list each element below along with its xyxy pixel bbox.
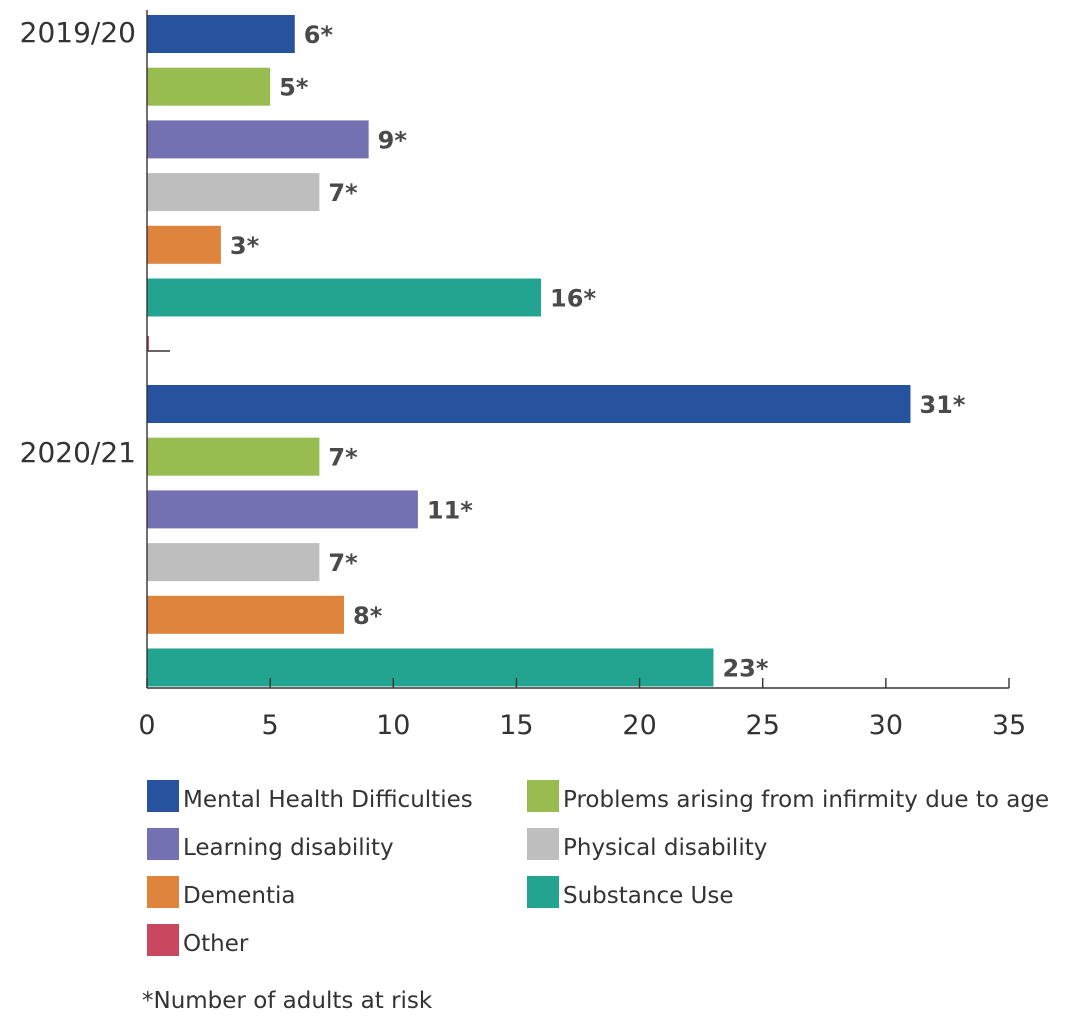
data-label-2020-21-dementia: 8* xyxy=(353,602,383,630)
data-label-2019-20-mental-health-difficulties: 6* xyxy=(304,21,334,49)
bar-2020-21-dementia xyxy=(147,595,345,634)
data-label-2019-20-dementia: 3* xyxy=(230,232,260,260)
legend-swatch-other xyxy=(147,924,179,956)
footnote: *Number of adults at risk xyxy=(142,988,432,1014)
bar-chart: 6*5*9*7*3*16*31*7*11*7*8*23* 2019/202020… xyxy=(20,10,1026,741)
legend-item-dementia: Dementia xyxy=(147,876,296,912)
legend-item-physical-disability: Physical disability xyxy=(527,828,767,864)
data-label-2019-20-learning-disability: 9* xyxy=(378,126,408,154)
legend-swatch-learning-disability xyxy=(147,828,179,860)
bar-2020-21-substance-use xyxy=(147,648,714,687)
legend-label-learning-disability: Learning disability xyxy=(183,835,394,861)
x-tick-label-30: 30 xyxy=(869,710,903,741)
bar-marker-other xyxy=(147,336,149,350)
x-tick-label-10: 10 xyxy=(376,710,410,741)
bar-2019-20-dementia xyxy=(147,225,221,264)
legend-swatch-physical-disability xyxy=(527,828,559,860)
category-label-2020-21: 2020/21 xyxy=(20,436,136,469)
axes-layer: 2019/20 2020/21 0 5 10 15 20 25 30 35 xyxy=(20,10,1026,741)
legend-label-physical-disability: Physical disability xyxy=(563,835,768,861)
x-tick-label-35: 35 xyxy=(992,710,1026,741)
bar-2020-21-physical-disability xyxy=(147,543,320,582)
legend-item-substance-use: Substance Use xyxy=(527,876,734,912)
bar-2019-20-physical-disability xyxy=(147,173,320,212)
data-labels-layer: 6* 5* 9* 7* 3* 16* 31* 7* 11* 7* 8* 23* xyxy=(230,21,966,683)
legend-swatch-problems-arising-from-infirmity-due-to-age xyxy=(527,780,559,812)
data-label-2020-21-physical-disability: 7* xyxy=(328,549,358,577)
bars-layer xyxy=(147,15,911,687)
legend-swatch-dementia xyxy=(147,876,179,908)
x-tick-label-15: 15 xyxy=(499,710,533,741)
bar-2020-21-learning-disability xyxy=(147,490,418,529)
legend-swatch-substance-use xyxy=(527,876,559,908)
data-label-2020-21-problems-arising-from-infirmity-due-to-age: 7* xyxy=(328,444,358,472)
bar-2019-20-mental-health-difficulties xyxy=(147,15,295,53)
category-label-2019-20: 2019/20 xyxy=(20,16,136,49)
legend-item-learning-disability: Learning disability xyxy=(147,828,394,864)
legend-swatch-mental-health-difficulties xyxy=(147,780,179,812)
legend-item-mental-health-difficulties: Mental Health Difficulties xyxy=(147,780,473,816)
x-tick-label-5: 5 xyxy=(262,710,279,741)
legend-label-substance-use: Substance Use xyxy=(563,883,734,909)
x-tick-label-0: 0 xyxy=(138,710,155,741)
data-label-2020-21-mental-health-difficulties: 31* xyxy=(919,391,965,419)
bar-2019-20-problems-arising-from-infirmity-due-to-age xyxy=(147,67,271,106)
legend-label-mental-health-difficulties: Mental Health Difficulties xyxy=(183,787,473,813)
legend: Mental Health Difficulties Problems arisi… xyxy=(147,780,1092,980)
data-label-2019-20-problems-arising-from-infirmity-due-to-age: 5* xyxy=(279,74,309,102)
bar-2020-21-problems-arising-from-infirmity-due-to-age xyxy=(147,437,320,476)
legend-item-problems-arising-from-infirmity-due-to-age: Problems arising from infirmity due to a… xyxy=(527,780,1049,816)
x-tick-label-25: 25 xyxy=(746,710,780,741)
bar-2019-20-substance-use xyxy=(147,278,542,317)
legend-item-other: Other xyxy=(147,924,248,960)
data-label-2020-21-learning-disability: 11* xyxy=(427,496,473,524)
data-label-2020-21-substance-use: 23* xyxy=(722,655,768,683)
legend-label-dementia: Dementia xyxy=(183,883,296,909)
bar-2020-21-mental-health-difficulties xyxy=(147,385,911,423)
footnote-marker: * xyxy=(142,988,154,1014)
legend-label-problems-arising-from-infirmity-due-to-age: Problems arising from infirmity due to a… xyxy=(563,787,1050,813)
legend-label-other: Other xyxy=(183,931,249,957)
data-label-2019-20-physical-disability: 7* xyxy=(328,179,358,207)
data-label-2019-20-substance-use: 16* xyxy=(550,285,596,313)
footnote-text: Number of adults at risk xyxy=(153,988,433,1014)
x-tick-label-20: 20 xyxy=(622,710,656,741)
bar-2019-20-learning-disability xyxy=(147,120,369,159)
